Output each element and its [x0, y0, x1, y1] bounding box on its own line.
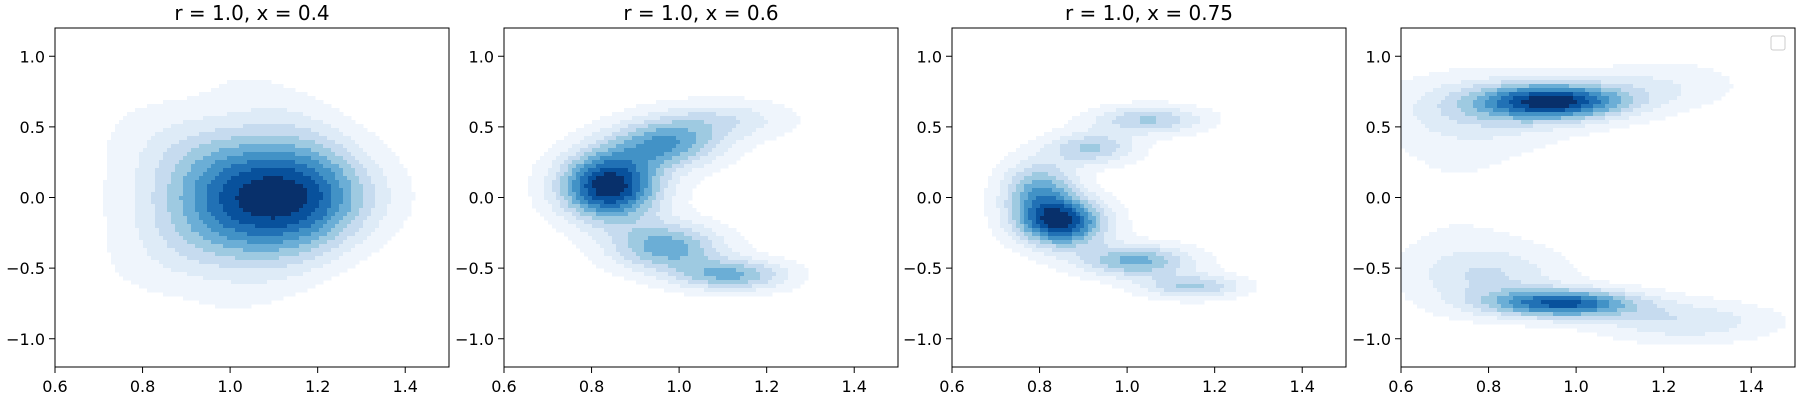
x-tick-label: 1.4 — [1289, 377, 1314, 396]
y-tick-label: 0.5 — [1366, 118, 1391, 137]
legend-box — [1770, 35, 1786, 51]
density-contours — [1401, 64, 1786, 345]
x-tick-label: 1.0 — [1563, 377, 1588, 396]
y-tick-label: −0.5 — [903, 259, 942, 278]
y-tick-label: 0.0 — [917, 189, 942, 208]
subplot-1: 0.6 0.8 1.0 1.2 1.4 1.0 0.5 0.0 −0.5 −1.0 r = 1.0,… — [6, 1, 450, 396]
x-tick-label: 1.0 — [666, 377, 691, 396]
y-tick-label: −1.0 — [1352, 330, 1391, 349]
x-tick-label: 0.8 — [130, 377, 155, 396]
y-tick-label: 1.0 — [469, 47, 494, 66]
y-tick-label: −1.0 — [903, 330, 942, 349]
subplot-4: 0.6 0.8 1.0 1.2 1.4 1.0 0.5 0.0 −0.5 −1.0 — [1352, 27, 1796, 396]
x-tick-label: 1.2 — [1651, 377, 1676, 396]
x-tick-label: 0.6 — [491, 377, 516, 396]
x-tick-label: 1.4 — [392, 377, 417, 396]
x-tick-label: 1.0 — [1114, 377, 1139, 396]
y-tick-label: −1.0 — [455, 330, 494, 349]
subplot-2: 0.6 0.8 1.0 1.2 1.4 1.0 0.5 0.0 −0.5 −1.0 r = 1.0,… — [455, 1, 899, 396]
density-contours — [984, 100, 1257, 305]
y-tick-label: 0.5 — [20, 118, 45, 137]
x-tick-label: 1.2 — [1202, 377, 1227, 396]
density-contours — [103, 80, 416, 309]
y-tick-label: −0.5 — [455, 259, 494, 278]
y-tick-label: 1.0 — [917, 47, 942, 66]
y-tick-label: 0.0 — [1366, 189, 1391, 208]
x-tick-label: 0.8 — [579, 377, 604, 396]
density-contours — [528, 96, 809, 297]
y-tick-label: −1.0 — [6, 330, 45, 349]
y-tick-label: 1.0 — [20, 47, 45, 66]
x-tick-label: 0.8 — [1027, 377, 1052, 396]
subplot-title: r = 1.0, x = 0.75 — [1065, 1, 1233, 25]
x-tick-label: 1.2 — [305, 377, 330, 396]
x-tick-label: 0.6 — [939, 377, 964, 396]
x-tick-label: 0.6 — [42, 377, 67, 396]
x-tick-label: 0.6 — [1388, 377, 1413, 396]
x-tick-label: 1.2 — [754, 377, 779, 396]
y-tick-label: −0.5 — [6, 259, 45, 278]
x-tick-label: 1.4 — [841, 377, 866, 396]
x-tick-label: 0.8 — [1476, 377, 1501, 396]
y-tick-label: 1.0 — [1366, 47, 1391, 66]
subplot-3: 0.6 0.8 1.0 1.2 1.4 1.0 0.5 0.0 −0.5 −1.0 r = 1.0,… — [903, 1, 1347, 396]
y-tick-label: 0.0 — [469, 189, 494, 208]
subplot-title: r = 1.0, x = 0.4 — [174, 1, 329, 25]
x-tick-label: 1.0 — [217, 377, 242, 396]
x-tick-label: 1.4 — [1738, 377, 1763, 396]
y-tick-label: 0.5 — [917, 118, 942, 137]
y-tick-label: −0.5 — [1352, 259, 1391, 278]
y-tick-label: 0.0 — [20, 189, 45, 208]
subplot-title: r = 1.0, x = 0.6 — [623, 1, 778, 25]
y-tick-label: 0.5 — [469, 118, 494, 137]
